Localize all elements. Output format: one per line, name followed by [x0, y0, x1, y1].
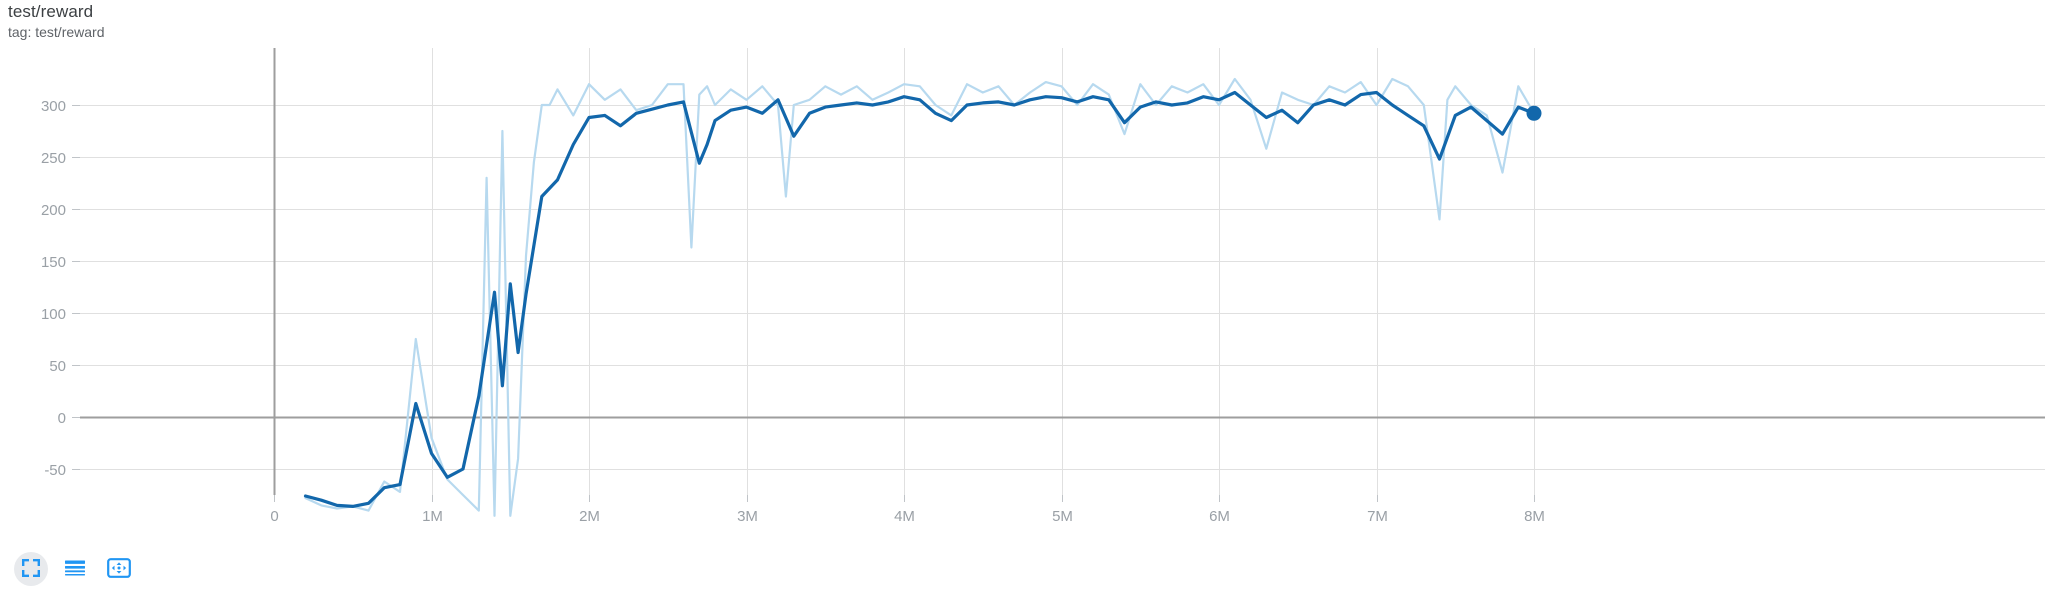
- series-line-raw: [304, 77, 1536, 517]
- x-axis-tick-label: 2M: [579, 508, 600, 525]
- x-axis-tick-labels: 0 1M 2M 3M 4M 5M 6M 7M 8M: [270, 508, 1545, 525]
- x-axis-tick-label: 7M: [1367, 508, 1388, 525]
- gridlines-group: [80, 48, 2045, 495]
- pan-button[interactable]: [102, 552, 136, 586]
- pan-icon: [107, 557, 131, 581]
- series-line-smoothed: [303, 90, 1536, 508]
- x-axis-tick-label: 4M: [894, 508, 915, 525]
- chart-plot-area[interactable]: 300 250 200 150 100 50 0 -50 0 1M 2M 3M 4M 5M 6M 7M 8M: [0, 40, 2055, 540]
- y-axis-tick-label: 300: [41, 98, 66, 115]
- data-table-icon: [64, 558, 86, 581]
- fit-to-domain-icon: [21, 558, 41, 581]
- x-axis-tick-label: 3M: [737, 508, 758, 525]
- y-axis-tick-label: 50: [49, 358, 66, 375]
- y-axis-tick-label: 0: [58, 410, 66, 427]
- endpoint-marker-dot[interactable]: [1526, 105, 1542, 121]
- line-chart-svg[interactable]: 300 250 200 150 100 50 0 -50 0 1M 2M 3M 4M 5M 6M 7M 8M: [0, 40, 2055, 540]
- series-group: [303, 77, 1536, 517]
- x-axis-tick-label: 0: [270, 508, 278, 525]
- y-axis-tick-labels: 300 250 200 150 100 50 0 -50: [41, 98, 66, 479]
- page-title: test/reward: [8, 2, 94, 21]
- y-axis-tick-label: 200: [41, 202, 66, 219]
- fit-to-domain-button[interactable]: [14, 552, 48, 586]
- x-axis-tick-label: 8M: [1524, 508, 1545, 525]
- y-axis-tick-label: 100: [41, 306, 66, 323]
- chart-header: test/reward tag: test/reward: [8, 2, 105, 40]
- x-axis-tick-label: 5M: [1052, 508, 1073, 525]
- y-axis-tick-label: 150: [41, 254, 66, 271]
- x-axis-tick-label: 6M: [1209, 508, 1230, 525]
- x-axis-tick-label: 1M: [422, 508, 443, 525]
- y-axis-tick-label: -50: [44, 462, 66, 479]
- chart-tag-subtitle: tag: test/reward: [8, 23, 105, 40]
- endpoint-marker-group: [1526, 105, 1542, 121]
- y-axis-tick-label: 250: [41, 150, 66, 167]
- data-table-button[interactable]: [58, 552, 92, 586]
- tickmarks-group: [72, 105, 1535, 502]
- chart-toolbar[interactable]: [14, 552, 136, 586]
